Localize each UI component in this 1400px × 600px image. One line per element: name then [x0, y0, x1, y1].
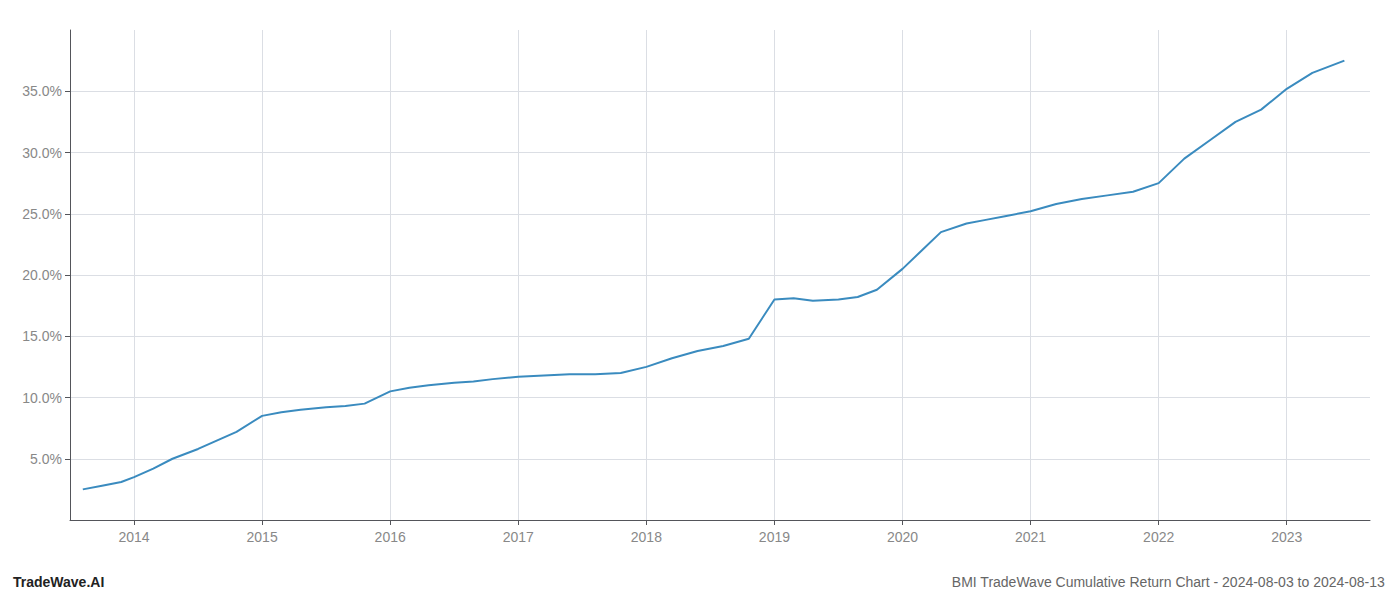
svg-text:2021: 2021 [1015, 529, 1046, 545]
svg-text:BMI TradeWave Cumulative Retur: BMI TradeWave Cumulative Return Chart - … [952, 574, 1385, 590]
svg-text:2016: 2016 [375, 529, 406, 545]
svg-text:35.0%: 35.0% [22, 83, 62, 99]
svg-text:2023: 2023 [1271, 529, 1302, 545]
svg-text:20.0%: 20.0% [22, 267, 62, 283]
svg-text:15.0%: 15.0% [22, 328, 62, 344]
svg-text:2022: 2022 [1143, 529, 1174, 545]
svg-text:2019: 2019 [759, 529, 790, 545]
svg-text:30.0%: 30.0% [22, 145, 62, 161]
svg-text:10.0%: 10.0% [22, 390, 62, 406]
svg-text:TradeWave.AI: TradeWave.AI [13, 574, 104, 590]
svg-text:2018: 2018 [631, 529, 662, 545]
svg-text:2015: 2015 [247, 529, 278, 545]
svg-text:5.0%: 5.0% [30, 451, 62, 467]
svg-text:2017: 2017 [503, 529, 534, 545]
svg-text:2020: 2020 [887, 529, 918, 545]
svg-text:2014: 2014 [118, 529, 149, 545]
svg-text:25.0%: 25.0% [22, 206, 62, 222]
